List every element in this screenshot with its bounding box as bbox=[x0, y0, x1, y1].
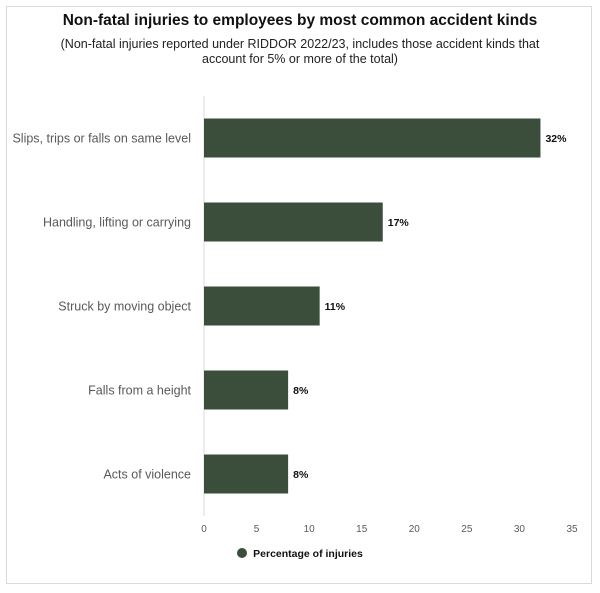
bar bbox=[204, 454, 289, 494]
data-label: 32% bbox=[545, 133, 567, 145]
data-label: 8% bbox=[293, 469, 309, 481]
x-ticks-group: 0 5 10 15 20 25 30 35 bbox=[201, 524, 578, 535]
bar bbox=[204, 370, 289, 410]
data-label: 17% bbox=[388, 217, 410, 229]
bar bbox=[204, 286, 320, 326]
chart-subtitle: (Non-fatal injuries reported under RIDDO… bbox=[60, 37, 540, 66]
category-label: Slips, trips or falls on same level bbox=[12, 132, 191, 146]
category-label: Struck by moving object bbox=[58, 300, 191, 314]
legend: Percentage of injuries bbox=[0, 548, 600, 560]
x-tick-label: 10 bbox=[304, 524, 316, 535]
bar bbox=[204, 202, 383, 242]
x-tick-label: 35 bbox=[566, 524, 578, 535]
x-tick-label: 30 bbox=[514, 524, 526, 535]
bar bbox=[204, 118, 541, 158]
category-label: Falls from a height bbox=[88, 384, 191, 398]
legend-marker bbox=[237, 548, 248, 558]
x-tick-label: 20 bbox=[409, 524, 421, 535]
x-tick-label: 5 bbox=[254, 524, 260, 535]
data-label: 11% bbox=[325, 301, 346, 313]
category-label: Handling, lifting or carrying bbox=[43, 216, 191, 230]
x-tick-label: 0 bbox=[201, 524, 207, 535]
bars-group: Slips, trips or falls on same level 32% Ha… bbox=[12, 118, 567, 494]
x-tick-label: 25 bbox=[461, 524, 473, 535]
legend-label: Percentage of injuries bbox=[253, 548, 363, 560]
category-label: Acts of violence bbox=[103, 468, 191, 482]
x-tick-label: 15 bbox=[356, 524, 368, 535]
chart-title: Non-fatal injuries to employees by most … bbox=[62, 12, 538, 29]
data-label: 8% bbox=[293, 385, 309, 397]
